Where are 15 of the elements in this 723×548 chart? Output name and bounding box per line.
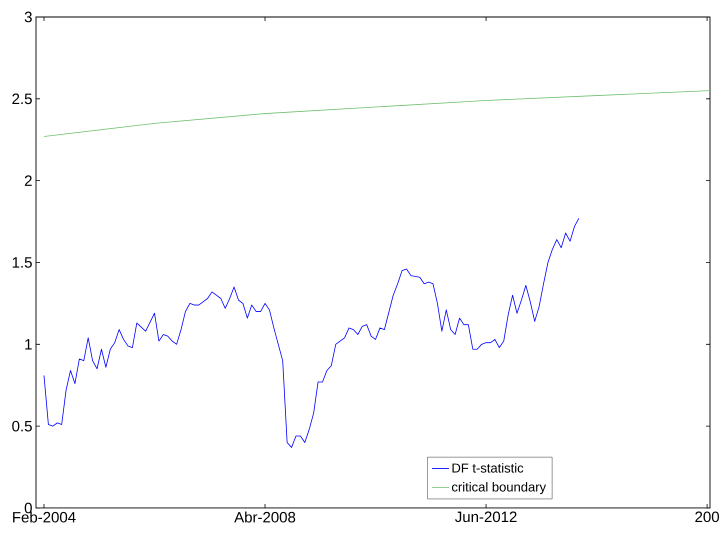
line-series — [44, 218, 580, 448]
legend-label: DF t-statistic — [452, 463, 524, 473]
y-tick-label: 3 — [24, 12, 32, 22]
x-tick-label: 200 — [695, 512, 720, 522]
y-tick-label: 1.5 — [12, 257, 32, 268]
y-tick-label: 0.5 — [12, 420, 32, 432]
legend-label: critical boundary — [452, 482, 546, 494]
x-tick-label: Jun-2012 — [455, 512, 517, 522]
y-tick-label: 2.5 — [12, 94, 32, 104]
x-tick-label: Feb-2004 — [13, 512, 76, 523]
y-tick-label: 0 — [24, 502, 32, 514]
line-series — [44, 90, 710, 137]
y-tick-label: 2 — [24, 175, 32, 186]
y-tick-label: 1 — [25, 339, 32, 350]
x-tick-label: Abr-2008 — [234, 512, 296, 523]
